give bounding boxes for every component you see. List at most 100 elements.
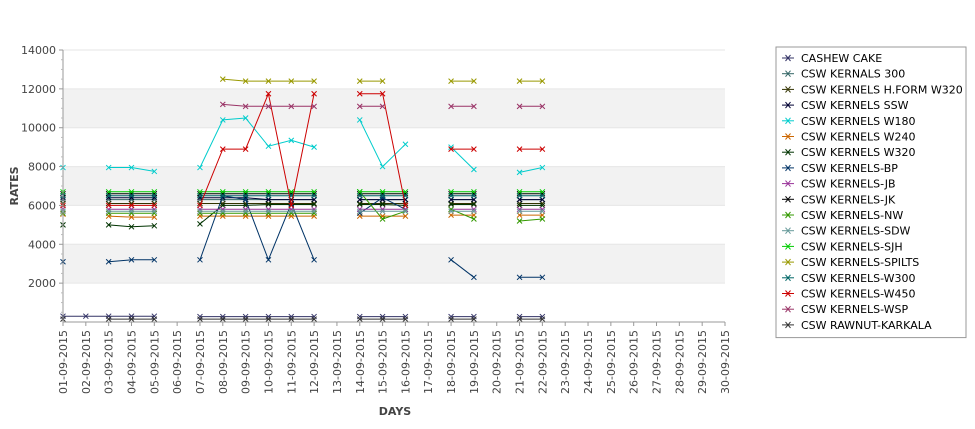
marker-stroke [448, 103, 454, 110]
data-point [311, 208, 317, 215]
data-point [356, 117, 363, 123]
marker-stroke [265, 192, 272, 199]
marker-stroke [311, 103, 317, 110]
legend-item: CSW KERNELS-SPILTS [782, 256, 919, 269]
legend-marker [785, 164, 791, 172]
marker-stroke [197, 192, 203, 199]
data-point [288, 202, 295, 209]
marker-stroke [219, 117, 226, 123]
marker-stroke [311, 208, 317, 215]
data-point [471, 313, 477, 320]
marker-stroke [105, 200, 112, 207]
data-point [219, 76, 226, 82]
marker-stroke [311, 313, 317, 320]
marker-stroke [105, 316, 112, 322]
series-line [519, 218, 543, 222]
marker-stroke [471, 216, 477, 222]
data-point [82, 313, 89, 320]
series-line [199, 91, 315, 206]
data-point [128, 316, 135, 322]
legend-label: CSW KERNELS-JK [801, 193, 896, 206]
marker-stroke [105, 164, 112, 171]
x-tick-label: 12-09-2015 [308, 330, 321, 394]
marker-stroke [219, 200, 226, 207]
marker-stroke [448, 256, 454, 263]
marker-stroke [105, 258, 112, 265]
data-point [516, 274, 523, 281]
data-point [471, 146, 477, 152]
data-point [356, 78, 363, 84]
marker-stroke [219, 76, 226, 82]
legend-label: CSW KERNELS W320 [801, 146, 916, 159]
marker-stroke [516, 146, 523, 152]
marker-stroke [471, 201, 477, 208]
data-point [265, 316, 272, 322]
data-point [539, 78, 546, 84]
data-point [379, 208, 386, 215]
data-point [265, 103, 272, 110]
x-tick-label: 07-09-2015 [194, 330, 207, 394]
legend-marker [785, 227, 791, 235]
legend-marker [785, 243, 791, 250]
legend-item: CSW KERNELS W320 [782, 146, 916, 159]
marker-stroke [265, 313, 272, 320]
series-line [199, 204, 315, 225]
data-point [311, 316, 317, 322]
marker-stroke [151, 210, 158, 217]
x-axis-title: DAYS [379, 405, 412, 418]
data-point [197, 221, 203, 227]
legend-label: CSW KERNELS-W450 [801, 288, 916, 301]
data-point [356, 313, 363, 320]
marker-stroke [288, 202, 295, 209]
data-point [402, 213, 409, 219]
data-point [265, 78, 272, 84]
data-point [265, 143, 272, 150]
x-tick-label: 20-09-2015 [491, 330, 504, 394]
marker-stroke [311, 316, 317, 322]
data-point [448, 192, 454, 199]
marker-stroke [471, 274, 477, 281]
marker-stroke [379, 78, 386, 84]
legend: CASHEW CAKE CSW KERNALS 300 CSW KERNELS H.… [775, 46, 967, 339]
marker-stroke [219, 101, 226, 108]
legend-item: CASHEW CAKE [782, 52, 882, 65]
x-tick-label: 25-09-2015 [605, 330, 618, 394]
data-point [242, 115, 249, 121]
marker-stroke [402, 202, 409, 209]
marker-stroke [128, 164, 135, 171]
marker-stroke [311, 256, 317, 263]
legend-item: CSW KERNELS-WSP [782, 303, 909, 316]
legend-marker [785, 274, 791, 282]
marker-stroke [219, 316, 226, 322]
marker-stroke [265, 103, 272, 110]
marker-stroke [516, 206, 523, 213]
marker-stroke [197, 316, 203, 322]
data-point [402, 141, 409, 148]
data-point [448, 316, 454, 322]
marker-stroke [356, 316, 363, 322]
series-17 [60, 316, 546, 322]
data-point [128, 208, 135, 215]
marker-stroke [288, 137, 295, 144]
data-point [242, 78, 249, 84]
marker-stroke [379, 316, 386, 322]
data-point [265, 256, 272, 263]
data-point [516, 218, 523, 224]
grid-band [63, 244, 725, 284]
marker-stroke [219, 208, 226, 215]
data-point [471, 316, 477, 322]
x-tick-label: 09-09-2015 [240, 330, 253, 394]
marker-stroke [265, 143, 272, 150]
data-point [288, 316, 295, 322]
data-point [311, 256, 317, 263]
legend-label: CSW KERNELS-JB [801, 178, 896, 191]
data-point [242, 313, 249, 320]
marker-stroke [151, 168, 158, 175]
data-point [516, 316, 523, 322]
data-point [311, 103, 317, 110]
marker-stroke [197, 221, 203, 227]
data-point [105, 222, 112, 228]
marker-stroke [379, 216, 386, 222]
x-tick-label: 06-09-2015 [171, 330, 184, 394]
